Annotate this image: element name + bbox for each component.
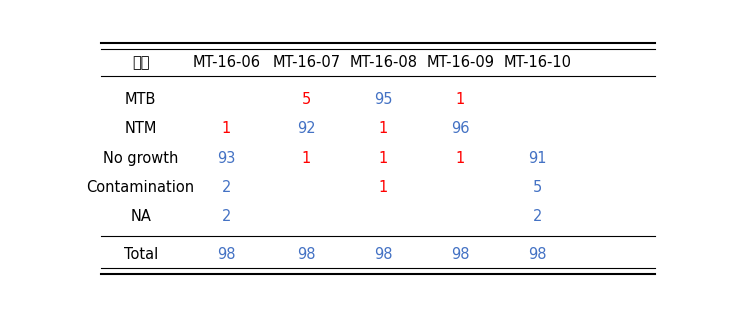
Text: 93: 93 bbox=[217, 151, 236, 165]
Text: 1: 1 bbox=[222, 121, 231, 136]
Text: 98: 98 bbox=[451, 247, 469, 262]
Text: 95: 95 bbox=[374, 92, 393, 107]
Text: NA: NA bbox=[130, 209, 151, 224]
Text: 5: 5 bbox=[301, 92, 311, 107]
Text: 98: 98 bbox=[528, 247, 547, 262]
Text: MT-16-07: MT-16-07 bbox=[272, 55, 340, 70]
Text: 1: 1 bbox=[379, 121, 388, 136]
Text: NTM: NTM bbox=[125, 121, 157, 136]
Text: Contamination: Contamination bbox=[87, 180, 195, 195]
Text: 결과: 결과 bbox=[132, 55, 150, 70]
Text: 1: 1 bbox=[379, 151, 388, 165]
Text: 98: 98 bbox=[217, 247, 236, 262]
Text: 91: 91 bbox=[528, 151, 547, 165]
Text: 2: 2 bbox=[222, 209, 231, 224]
Text: 2: 2 bbox=[222, 180, 231, 195]
Text: 1: 1 bbox=[456, 92, 465, 107]
Text: 98: 98 bbox=[297, 247, 315, 262]
Text: 96: 96 bbox=[451, 121, 469, 136]
Text: MTB: MTB bbox=[125, 92, 156, 107]
Text: No growth: No growth bbox=[103, 151, 178, 165]
Text: 1: 1 bbox=[379, 180, 388, 195]
Text: MT-16-10: MT-16-10 bbox=[503, 55, 572, 70]
Text: 5: 5 bbox=[533, 180, 542, 195]
Text: 1: 1 bbox=[456, 151, 465, 165]
Text: 1: 1 bbox=[301, 151, 311, 165]
Text: 92: 92 bbox=[297, 121, 315, 136]
Text: MT-16-09: MT-16-09 bbox=[427, 55, 495, 70]
Text: Total: Total bbox=[124, 247, 158, 262]
Text: MT-16-08: MT-16-08 bbox=[349, 55, 417, 70]
Text: 2: 2 bbox=[533, 209, 542, 224]
Text: MT-16-06: MT-16-06 bbox=[192, 55, 260, 70]
Text: 98: 98 bbox=[374, 247, 393, 262]
